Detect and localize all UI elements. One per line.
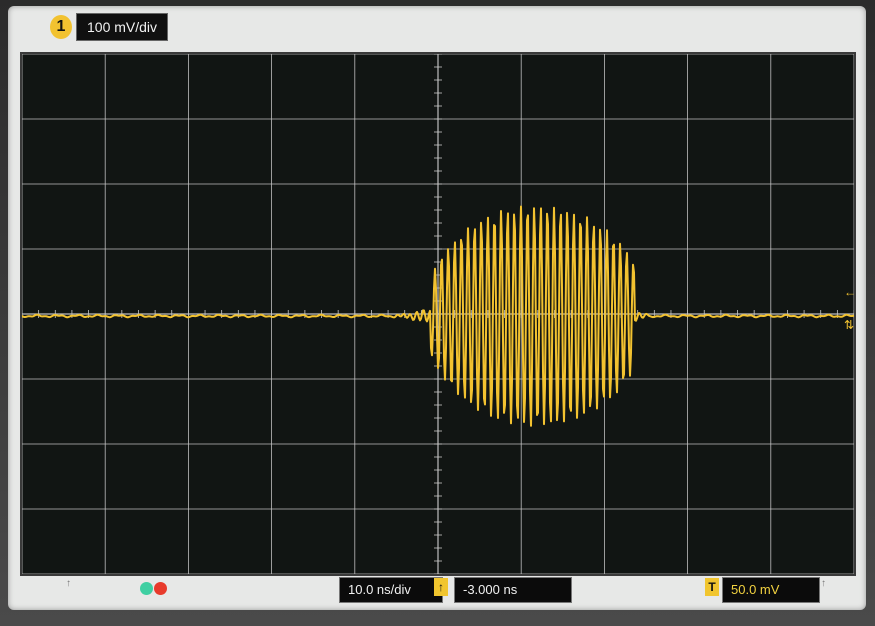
delay-readout[interactable]: -3.000 ns — [454, 577, 572, 603]
trigger-delay-icon: ↑ — [434, 578, 448, 596]
left-scroll-marker-icon: ↑ — [66, 578, 71, 589]
green-status-dot-icon[interactable] — [140, 582, 153, 595]
bottom-status-bar: ↑ 10.0 ns/div ↑ -3.000 ns T 50.0 mV ↑ — [8, 572, 866, 610]
oscilloscope-screen: 1 100 mV/div ←⇅ ↑ 10.0 ns/div ↑ -3.000 n… — [8, 6, 866, 610]
top-status-bar: 1 100 mV/div — [8, 6, 866, 52]
trigger-level-readout[interactable]: 50.0 mV — [722, 577, 820, 603]
channel-1-trace — [22, 205, 854, 427]
right-scroll-marker-icon: ↑ — [821, 578, 826, 589]
timebase-readout[interactable]: 10.0 ns/div — [339, 577, 443, 603]
channel-1-icon[interactable]: 1 — [50, 15, 72, 39]
waveform-svg[interactable]: ←⇅ — [22, 54, 854, 574]
channel-scale-readout[interactable]: 100 mV/div — [76, 13, 169, 41]
right-edge-markers: ←⇅ — [844, 285, 854, 332]
waveform-plot[interactable]: ←⇅ — [20, 52, 856, 576]
channel-offset-marker-icon: ⇅ — [844, 318, 854, 332]
trigger-level-marker-icon: ← — [844, 285, 854, 299]
trigger-icon: T — [705, 578, 719, 596]
red-status-dot-icon[interactable] — [154, 582, 167, 595]
